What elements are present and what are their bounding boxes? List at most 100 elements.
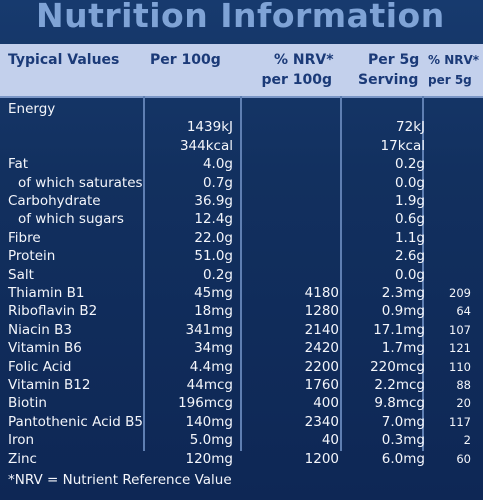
nrv-100g-value: 2340 xyxy=(304,413,339,430)
nutrient-name: Pantothenic Acid B5 xyxy=(8,413,143,430)
per-5g-value: 2.2mcg xyxy=(374,377,425,393)
per-100g-value: 341mg xyxy=(185,321,234,338)
header-per-5g-line2: Serving xyxy=(358,72,419,88)
table-row: Iron 5.0mg 40 0.3mg 2 xyxy=(0,431,483,449)
nrv-100g-value: 2140 xyxy=(304,321,339,338)
header-per-5g-line1: Per 5g xyxy=(368,52,420,68)
nutrient-name: Energy xyxy=(8,101,56,117)
per-100g-value: 4.4mg xyxy=(189,358,233,375)
nrv-5g-value: 117 xyxy=(449,414,471,429)
per-5g-value: 17kcal xyxy=(380,137,425,154)
per-100g-value: 1439kJ xyxy=(186,119,233,136)
per-5g-value: 0.3mg xyxy=(381,432,425,449)
label-title: Nutrition Information xyxy=(36,0,445,35)
nutrient-name: Vitamin B12 xyxy=(8,377,91,393)
nutrient-name: Zinc xyxy=(8,450,37,467)
table-row: Carbohydrate 36.9g 1.9g xyxy=(0,192,483,210)
table-row: Folic Acid 4.4mg 2200 220mcg 110 xyxy=(0,358,483,376)
per-100g-value: 196mcg xyxy=(178,395,233,412)
nutrient-name: Iron xyxy=(8,432,35,449)
table-row: Protein 51.0g 2.6g xyxy=(0,247,483,265)
table-row: Zinc 120mg 1200 6.0mg 60 xyxy=(0,450,483,468)
header-per-5g: Per 5g Serving xyxy=(358,50,419,90)
per-5g-value: 17.1mg xyxy=(373,321,425,338)
per-5g-value: 2.3mg xyxy=(381,285,425,301)
per-5g-value: 0.9mg xyxy=(381,303,425,320)
per-5g-value: 0.2g xyxy=(394,156,425,173)
per-100g-value: 51.0g xyxy=(194,248,233,265)
nrv-100g-value: 400 xyxy=(313,395,339,412)
nrv-5g-value: 88 xyxy=(456,378,471,392)
per-5g-value: 1.9g xyxy=(394,193,425,209)
header-nrv-100g: % NRV* per 100g xyxy=(260,50,334,90)
table-row: Vitamin B6 34mg 2420 1.7mg 121 xyxy=(0,339,483,357)
per-100g-value: 12.4g xyxy=(194,211,233,228)
nrv-5g-value: 110 xyxy=(449,359,471,374)
nrv-100g-value: 2420 xyxy=(304,340,339,357)
per-5g-value: 1.7mg xyxy=(381,340,425,357)
nrv-100g-value: 1280 xyxy=(304,303,339,320)
header-nrv-5g-line1: % NRV* xyxy=(428,53,480,67)
nrv-100g-value: 2200 xyxy=(304,358,339,375)
footnote: *NRV = Nutrient Reference Value xyxy=(8,472,232,488)
per-5g-value: 1.1g xyxy=(394,229,425,246)
nutrient-name: Riboflavin B2 xyxy=(8,303,98,320)
header-per-100g: Per 100g xyxy=(150,52,221,68)
per-100g-value: 344kcal xyxy=(179,137,233,154)
header-nrv-100g-line1: % NRV* xyxy=(274,52,334,68)
table-row: Riboflavin B2 18mg 1280 0.9mg 64 xyxy=(0,302,483,320)
per-100g-value: 120mg xyxy=(185,450,234,467)
table-row: Thiamin B1 45mg 4180 2.3mg 209 xyxy=(0,284,483,302)
per-5g-value: 6.0mg xyxy=(381,450,425,467)
nutrient-name: Biotin xyxy=(8,395,47,412)
nrv-5g-value: 2 xyxy=(463,433,471,448)
nutrient-name: Salt xyxy=(8,266,34,283)
header-nrv-100g-line2: per 100g xyxy=(261,72,333,88)
nrv-5g-value: 107 xyxy=(449,322,471,337)
per-100g-value: 0.2g xyxy=(202,266,233,283)
table-row: Biotin 196mcg 400 9.8mcg 20 xyxy=(0,394,483,412)
table-row: Fat 4.0g 0.2g xyxy=(0,155,483,173)
table-row: Energy xyxy=(0,100,483,118)
column-divider xyxy=(143,96,145,451)
per-5g-value: 220mcg xyxy=(370,358,425,375)
header-rule xyxy=(0,96,483,98)
table-row: Fibre 22.0g 1.1g xyxy=(0,229,483,247)
nutrient-name: Thiamin B1 xyxy=(8,285,85,301)
per-100g-value: 4.0g xyxy=(202,156,233,173)
table-row: 1439kJ 72kJ xyxy=(0,118,483,136)
per-5g-value: 0.0g xyxy=(394,266,425,283)
per-5g-value: 0.6g xyxy=(394,211,425,228)
nrv-5g-value: 20 xyxy=(456,396,471,411)
per-5g-value: 72kJ xyxy=(396,119,425,136)
header-nrv-5g: % NRV* per 5g xyxy=(428,50,479,90)
header-typical-values: Typical Values xyxy=(8,52,120,68)
column-divider xyxy=(340,96,342,451)
per-5g-value: 2.6g xyxy=(394,248,425,265)
nrv-100g-value: 40 xyxy=(321,432,339,449)
table-row: Salt 0.2g 0.0g xyxy=(0,266,483,284)
nutrient-name: Niacin B3 xyxy=(8,321,72,338)
nrv-5g-value: 209 xyxy=(449,286,471,300)
per-100g-value: 5.0mg xyxy=(189,432,233,449)
table-row: Pantothenic Acid B5 140mg 2340 7.0mg 117 xyxy=(0,413,483,431)
nutrient-name: Carbohydrate xyxy=(8,193,101,209)
header-nrv-5g-line2: per 5g xyxy=(428,73,472,87)
nutrient-name: of which sugars xyxy=(18,211,124,228)
nrv-100g-value: 1200 xyxy=(304,450,339,467)
nutrient-name: Fat xyxy=(8,156,29,173)
column-divider xyxy=(240,96,242,451)
table-row: Niacin B3 341mg 2140 17.1mg 107 xyxy=(0,321,483,339)
nrv-100g-value: 4180 xyxy=(304,285,339,301)
per-5g-value: 0.0g xyxy=(394,174,425,191)
per-100g-value: 18mg xyxy=(194,303,233,320)
per-100g-value: 34mg xyxy=(194,340,233,357)
per-5g-value: 9.8mcg xyxy=(374,395,425,412)
table-row: of which sugars 12.4g 0.6g xyxy=(0,210,483,228)
per-100g-value: 45mg xyxy=(194,285,233,301)
nutrient-name: Fibre xyxy=(8,229,41,246)
nutrient-name: Folic Acid xyxy=(8,358,72,375)
nutrient-name: Vitamin B6 xyxy=(8,340,82,357)
per-5g-value: 7.0mg xyxy=(381,413,425,430)
